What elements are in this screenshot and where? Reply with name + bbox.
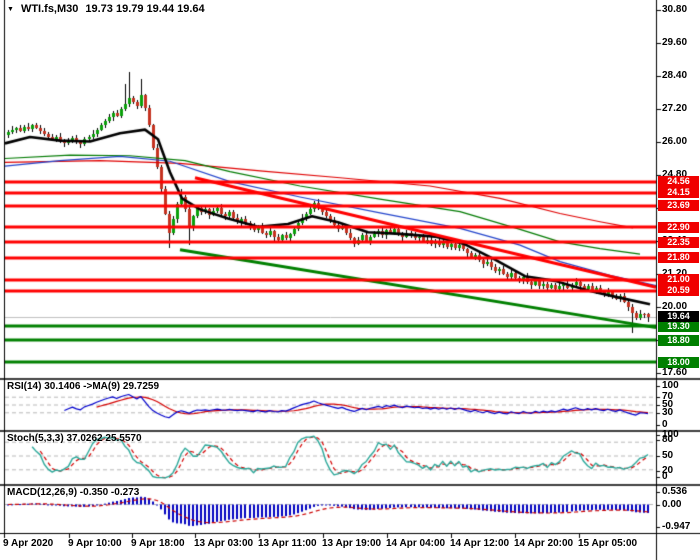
rsi-indicator-label: RSI(14) 30.1406 ->MA(9) 29.7259 [7, 381, 160, 392]
stoch-axis-label: 80 [662, 434, 674, 445]
time-axis-label: 9 Apr 18:00 [131, 538, 185, 549]
time-axis-label: 13 Apr 03:00 [194, 538, 254, 549]
stoch-axis-label: 50 [662, 450, 674, 461]
time-axis-label: 15 Apr 05:00 [578, 538, 638, 549]
time-axis-label: 13 Apr 11:00 [258, 538, 317, 549]
stoch-indicator-label: Stoch(5,3,3) 37.0262 25.5570 [7, 433, 142, 444]
price-axis-label: 30.80 [662, 4, 688, 15]
support-level-badge[interactable]: 19.30 [658, 320, 699, 332]
resistance-level-badge[interactable]: 24.56 [658, 176, 699, 188]
resistance-level-badge[interactable]: 24.15 [658, 187, 699, 199]
support-level-badge[interactable]: 18.80 [658, 334, 699, 346]
time-axis-label: 14 Apr 20:00 [514, 538, 574, 549]
resistance-level-badge[interactable]: 22.90 [658, 221, 699, 233]
resistance-level-badge[interactable]: 23.69 [658, 200, 699, 212]
chart-title: ▼ WTI.fs,M30 19.73 19.79 19.44 19.64 [7, 3, 205, 15]
support-level-badge[interactable]: 18.00 [658, 356, 699, 368]
symbol-dropdown-arrow-icon[interactable]: ▼ [7, 5, 14, 13]
macd-axis-label: 0.00 [662, 498, 682, 510]
macd-axis-label: 0.536 [662, 486, 688, 497]
rsi-axis-label: 50 [662, 399, 674, 410]
bid-price-badge: 19.64 [658, 311, 699, 323]
price-axis-label: 24.80 [662, 169, 688, 180]
resistance-level-badge[interactable]: 21.00 [658, 274, 699, 285]
price-axis-label: 21.20 [662, 268, 687, 280]
stoch-axis-label: 0 [662, 470, 668, 482]
macd-axis-label: -0.947 [662, 520, 691, 532]
price-axis-label: 26.00 [662, 136, 688, 147]
time-axis-label: 14 Apr 04:00 [386, 538, 446, 549]
rsi-axis-label: 70 [662, 391, 674, 403]
rsi-axis-label: 30 [662, 406, 674, 418]
time-axis-label: 9 Apr 2020 [3, 538, 54, 549]
price-axis-label: 27.20 [662, 103, 688, 114]
stoch-axis-label: 100 [662, 428, 679, 440]
price-axis-label: 17.60 [662, 367, 688, 378]
symbol-timeframe-label: WTI.fs,M30 [20, 3, 79, 15]
time-axis-label: 9 Apr 10:00 [68, 538, 122, 549]
price-axis-label: 29.60 [662, 37, 688, 48]
rsi-axis-label: 100 [662, 379, 679, 391]
price-axis-label: 28.40 [662, 70, 688, 81]
resistance-level-badge[interactable]: 21.80 [658, 252, 699, 263]
stoch-axis-label: 20 [662, 465, 674, 476]
macd-indicator-label: MACD(12,26,9) -0.350 -0.273 [7, 487, 140, 498]
price-axis-label: 20.00 [662, 301, 688, 312]
time-axis-label: 13 Apr 19:00 [322, 538, 382, 549]
rsi-axis-label: 0 [662, 418, 668, 430]
ohlc-values: 19.73 19.79 19.44 19.64 [85, 3, 205, 15]
resistance-level-badge[interactable]: 22.35 [658, 236, 699, 248]
resistance-level-badge[interactable]: 20.59 [658, 285, 699, 297]
time-axis-label: 14 Apr 12:00 [450, 538, 510, 549]
